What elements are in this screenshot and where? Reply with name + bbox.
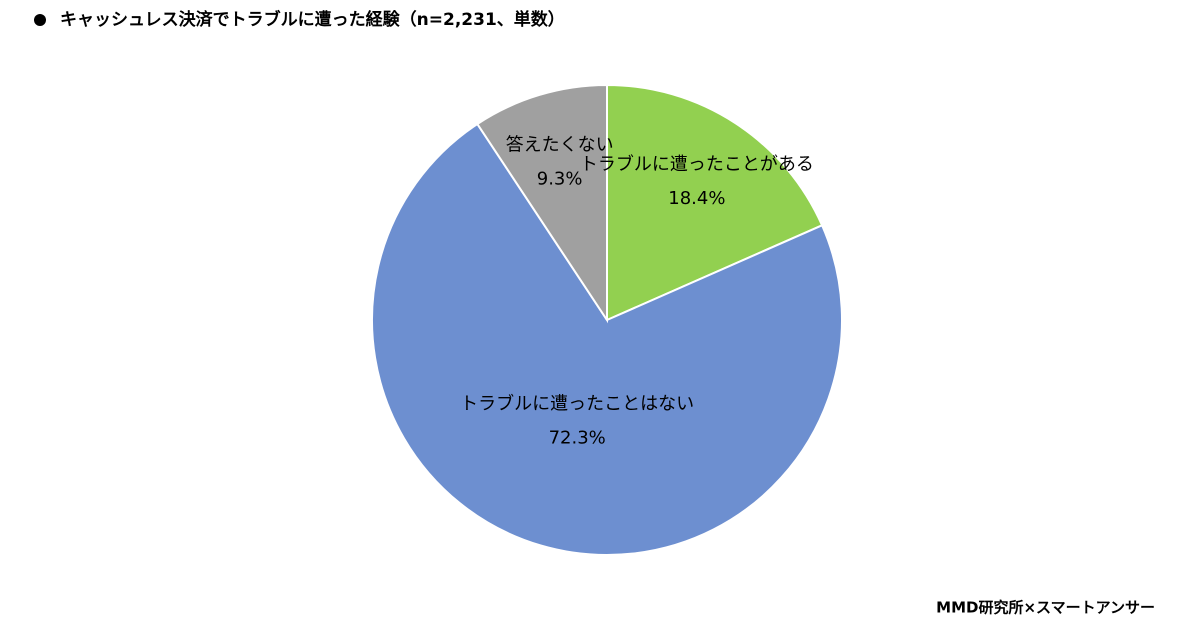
chart-title: キャッシュレス決済でトラブルに遭った経験（n=2,231、単数） <box>60 9 565 30</box>
source: MMD研究所×スマートアンサー <box>936 599 1155 617</box>
value-label: 72.3% <box>549 427 606 448</box>
slice-label: トラブルに遭ったことがある <box>580 153 814 175</box>
slice-label: トラブルに遭ったことはない <box>460 392 694 414</box>
value-label: 18.4% <box>668 188 725 209</box>
pie-slice <box>475 83 608 324</box>
pie-slice <box>606 83 824 322</box>
pie-slice <box>371 122 843 556</box>
value-label: 9.3% <box>537 168 583 189</box>
slice-label: 答えたくない <box>506 134 614 155</box>
title-bullet <box>34 14 46 26</box>
